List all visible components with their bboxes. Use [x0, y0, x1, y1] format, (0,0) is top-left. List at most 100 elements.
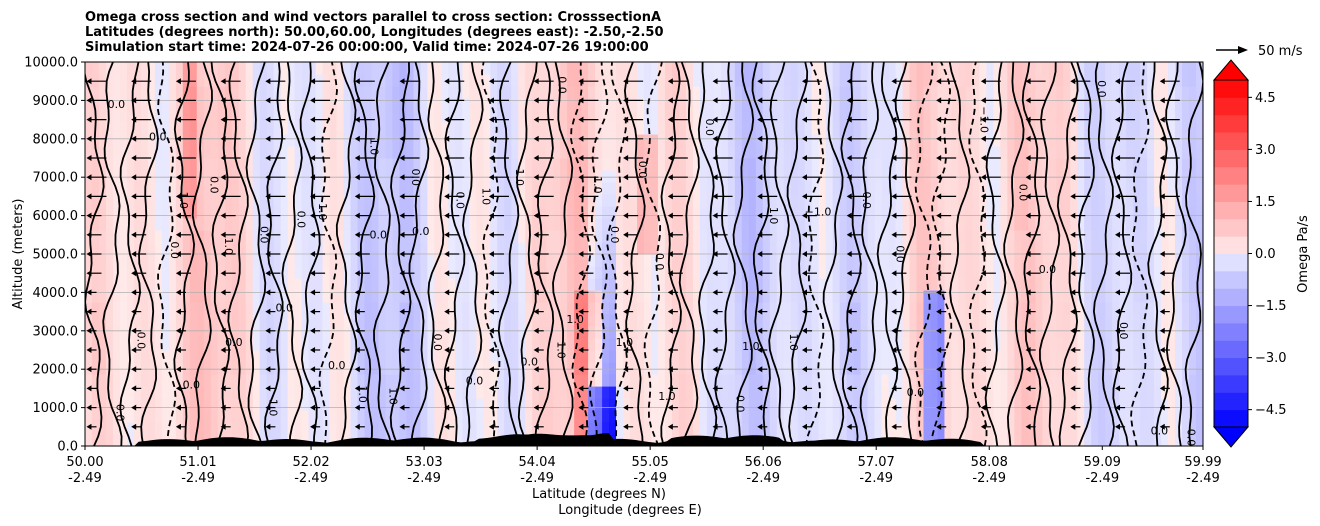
- omega-cell: [1049, 338, 1057, 351]
- omega-cell: [1084, 170, 1092, 183]
- omega-cell: [678, 146, 687, 159]
- omega-cell: [581, 314, 589, 327]
- omega-cell: [245, 374, 254, 387]
- omega-cell: [874, 410, 883, 423]
- omega-cell: [1161, 206, 1169, 219]
- omega-cell: [692, 362, 701, 375]
- omega-cell: [909, 350, 918, 363]
- omega-cell: [329, 326, 338, 339]
- omega-cell: [518, 170, 526, 183]
- omega-cell: [574, 278, 582, 291]
- omega-cell: [783, 302, 792, 315]
- omega-cell: [678, 350, 687, 363]
- omega-cell: [1042, 434, 1050, 446]
- omega-cell: [790, 362, 799, 375]
- omega-cell: [203, 122, 212, 135]
- omega-cell: [741, 134, 750, 147]
- omega-cell: [972, 134, 980, 147]
- omega-cell: [609, 122, 617, 135]
- omega-cell: [1098, 374, 1106, 387]
- omega-cell: [511, 206, 519, 219]
- omega-cell: [406, 194, 415, 207]
- omega-cell: [832, 422, 841, 435]
- omega-cell: [804, 302, 813, 315]
- omega-cell: [154, 122, 163, 135]
- omega-cell: [546, 398, 554, 411]
- omega-cell: [434, 386, 442, 399]
- omega-cell: [182, 302, 191, 315]
- omega-cell: [476, 338, 484, 351]
- omega-cell: [203, 182, 212, 195]
- omega-cell: [273, 146, 282, 159]
- omega-cell: [231, 158, 240, 171]
- omega-cell: [217, 170, 226, 183]
- omega-cell: [1077, 326, 1085, 339]
- omega-cell: [671, 62, 680, 75]
- omega-cell: [301, 422, 310, 435]
- omega-cell: [119, 374, 128, 387]
- omega-cell: [392, 410, 401, 423]
- omega-cell: [1161, 410, 1169, 423]
- omega-cell: [329, 302, 338, 315]
- omega-cell: [664, 278, 673, 291]
- omega-cell: [1147, 302, 1155, 315]
- omega-cell: [511, 398, 519, 411]
- omega-cell: [958, 386, 967, 399]
- omega-cell: [853, 158, 862, 171]
- omega-cell: [553, 146, 561, 159]
- omega-cell: [392, 122, 401, 135]
- omega-cell: [1112, 290, 1120, 303]
- omega-cell: [637, 254, 645, 267]
- omega-cell: [678, 230, 687, 243]
- omega-cell: [860, 254, 869, 267]
- omega-cell: [1070, 410, 1078, 423]
- omega-cell: [979, 290, 987, 303]
- omega-cell: [175, 62, 184, 75]
- omega-cell: [692, 158, 701, 171]
- omega-cell: [490, 242, 498, 255]
- omega-cell: [133, 326, 142, 339]
- omega-cell: [147, 62, 156, 75]
- omega-cell: [832, 350, 841, 363]
- omega-cell: [350, 62, 359, 75]
- omega-cell: [385, 398, 394, 411]
- omega-cell: [574, 314, 582, 327]
- omega-cell: [448, 254, 456, 267]
- omega-cell: [490, 422, 498, 435]
- omega-cell: [497, 290, 505, 303]
- omega-cell: [1028, 422, 1036, 435]
- omega-cell: [231, 170, 240, 183]
- omega-cell: [1077, 182, 1085, 195]
- omega-cell: [567, 98, 575, 111]
- omega-cell: [483, 314, 491, 327]
- omega-cell: [462, 326, 470, 339]
- omega-cell: [91, 278, 100, 291]
- omega-cell: [1063, 266, 1071, 279]
- omega-cell: [280, 314, 289, 327]
- omega-cell: [504, 410, 512, 423]
- omega-cell: [811, 374, 820, 387]
- omega-cell: [1021, 302, 1029, 315]
- omega-cell: [1168, 254, 1176, 267]
- omega-cell: [1105, 242, 1113, 255]
- omega-cell: [944, 290, 953, 303]
- omega-cell: [986, 98, 994, 111]
- omega-cell: [734, 170, 743, 183]
- omega-cell: [273, 302, 282, 315]
- omega-cell: [224, 302, 233, 315]
- omega-cell: [287, 398, 296, 411]
- omega-cell: [650, 314, 659, 327]
- omega-cell: [315, 74, 324, 87]
- omega-cell: [637, 98, 645, 111]
- omega-cell: [818, 134, 827, 147]
- omega-cell: [1035, 302, 1043, 315]
- omega-cell: [567, 350, 575, 363]
- omega-cell: [706, 134, 715, 147]
- omega-cell: [133, 158, 142, 171]
- omega-cell: [616, 254, 624, 267]
- omega-cell: [483, 266, 491, 279]
- omega-cell: [595, 194, 603, 207]
- omega-cell: [727, 314, 736, 327]
- omega-cell: [888, 206, 897, 219]
- omega-cell: [741, 206, 750, 219]
